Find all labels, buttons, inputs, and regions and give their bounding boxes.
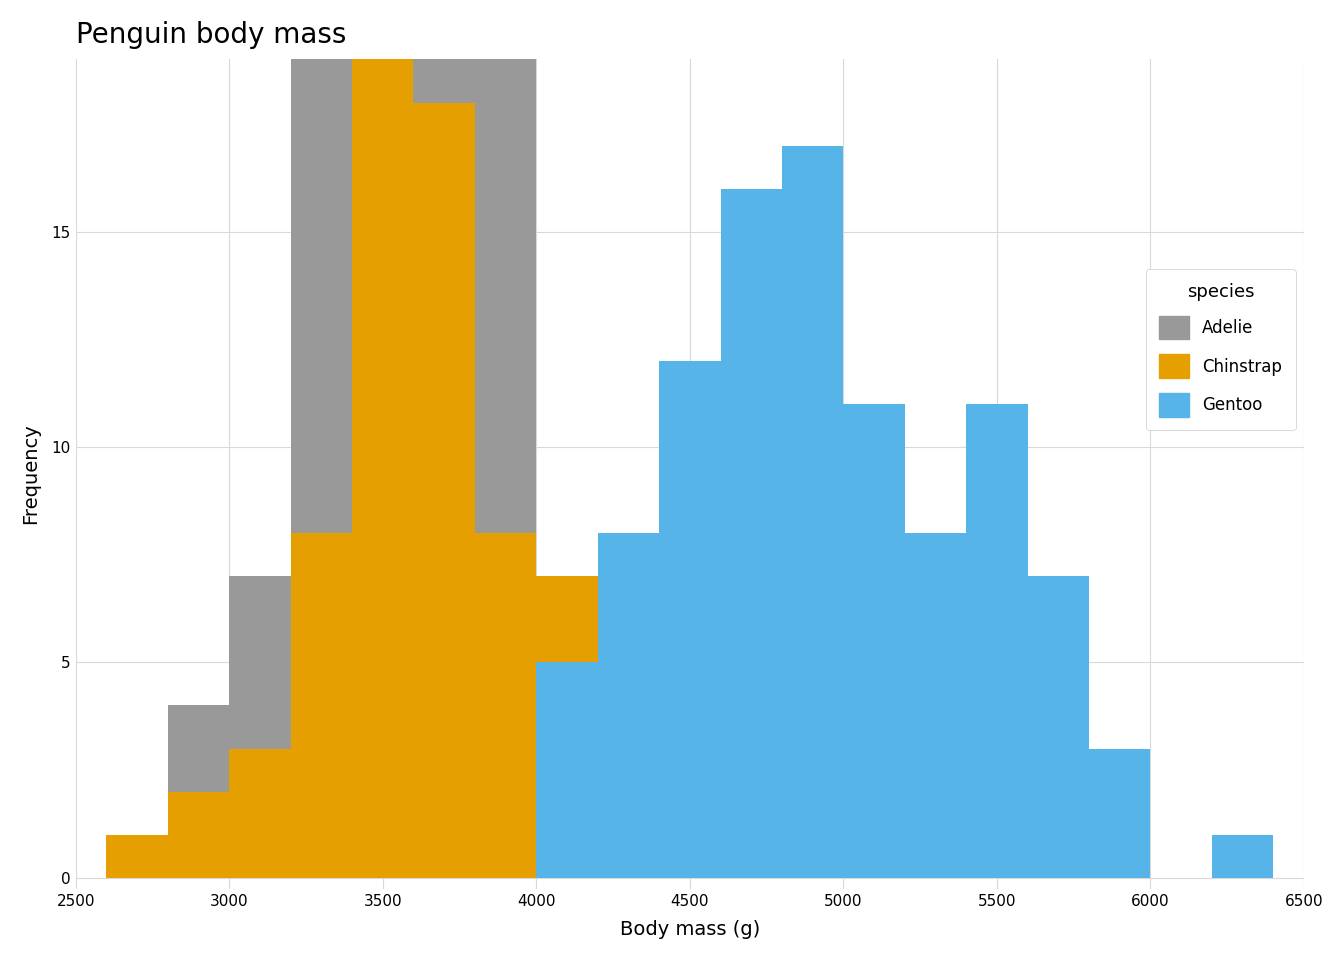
Bar <box>474 533 536 877</box>
Bar <box>290 533 352 877</box>
Bar <box>905 533 966 877</box>
Bar <box>352 0 414 877</box>
Bar <box>414 0 474 877</box>
Bar <box>966 404 1028 877</box>
Bar <box>782 146 843 877</box>
Bar <box>106 834 168 877</box>
Bar <box>168 706 230 877</box>
Bar <box>598 749 659 877</box>
Bar <box>1089 749 1150 877</box>
Bar <box>414 103 474 877</box>
Bar <box>659 361 720 877</box>
Bar <box>536 576 598 877</box>
Bar <box>720 706 782 877</box>
Bar <box>352 60 414 877</box>
Bar <box>230 749 290 877</box>
Bar <box>1028 576 1089 877</box>
Bar <box>106 834 168 877</box>
Bar <box>659 706 720 877</box>
Legend: Adelie, Chinstrap, Gentoo: Adelie, Chinstrap, Gentoo <box>1145 270 1296 430</box>
Bar <box>720 189 782 877</box>
X-axis label: Body mass (g): Body mass (g) <box>620 921 759 939</box>
Bar <box>782 834 843 877</box>
Bar <box>536 662 598 877</box>
Bar <box>843 404 905 877</box>
Y-axis label: Frequency: Frequency <box>22 423 40 524</box>
Bar <box>168 792 230 877</box>
Bar <box>1212 834 1273 877</box>
Bar <box>659 792 720 877</box>
Bar <box>536 576 598 877</box>
Bar <box>474 16 536 877</box>
Bar <box>598 533 659 877</box>
Bar <box>290 60 352 877</box>
Bar <box>230 576 290 877</box>
Text: Penguin body mass: Penguin body mass <box>75 21 347 49</box>
